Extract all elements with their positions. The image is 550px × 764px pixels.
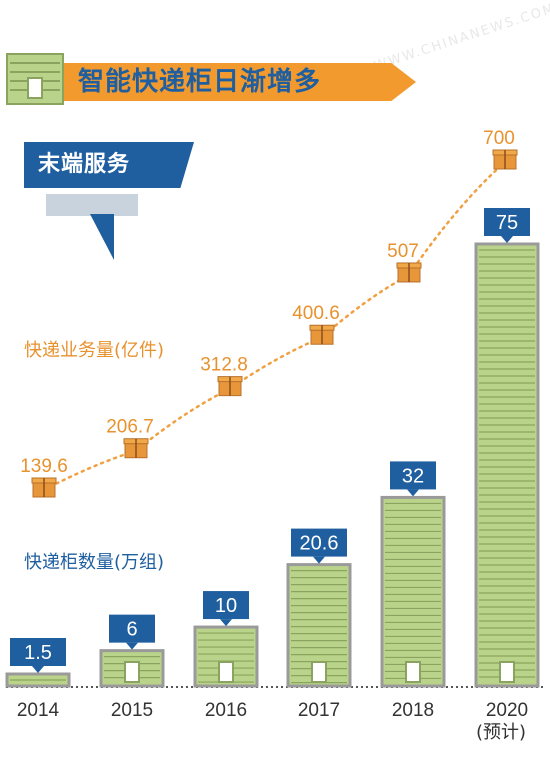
bar-label-2018: 32 [390,461,436,497]
chart-subtitle: 末端服务 [38,152,131,177]
bar-2015 [99,649,165,688]
line-value-label: 507 [387,241,419,262]
chart-title: 智能快递柜日渐增多 [78,67,322,97]
x-tick-label: 2014 [17,700,60,721]
bar-label-pointer [220,619,232,627]
line-value-label: 400.6 [292,303,340,324]
title-banner [64,63,416,101]
line-series-path [42,160,507,492]
line-point-2020: 700 [483,128,518,170]
x-tick-label: 2017 [298,700,340,721]
bar-label-2014: 1.5 [10,638,66,673]
line-point-2015: 206.7 [106,417,154,459]
bar-label-2020: 75 [484,208,530,243]
bar-label-box [203,591,249,620]
line-series-name: 快递业务量(亿件) [24,340,165,361]
line-value-label: 700 [483,128,515,149]
bar-value-label: 32 [402,465,424,487]
subtitle-flag [90,214,114,260]
bar-label-box [390,461,436,490]
bar-label-2016: 10 [203,591,249,627]
line-point-2016: 312.8 [200,355,248,397]
bar-value-label: 75 [496,212,518,234]
subtitle-shadow [46,194,138,216]
forecast-note: (预计) [476,722,527,743]
bar-label-box [484,208,530,236]
bar-door [405,661,421,683]
bar-label-pointer [126,642,138,650]
line-value-label: 312.8 [200,355,248,376]
bar-door [218,661,234,683]
bar-label-2017: 20.6 [291,528,347,564]
bar-label-box [109,614,155,643]
bar-value-label: 10 [215,595,237,617]
x-tick-label: 2015 [111,700,153,721]
bar-label-box [291,528,347,557]
bar-series-name: 快递柜数量(万组) [24,552,165,573]
bar-label-pointer [32,666,44,673]
bar-2014 [5,672,71,688]
bar-value-label: 1.5 [24,642,52,664]
x-tick-label: 2018 [392,700,434,721]
bar-2016 [193,625,259,688]
bar-2017 [286,563,352,688]
subtitle-banner [24,142,194,188]
bar-label-pointer [407,489,419,497]
bar-2020 [474,242,540,688]
bar-value-label: 20.6 [300,533,339,555]
bar-rect [474,242,540,688]
bar-value-label: 6 [126,619,137,641]
bar-label-pointer [313,556,325,564]
bar-label-2015: 6 [109,614,155,650]
bar-label-box [10,638,66,666]
bar-door [499,661,515,683]
bar-rect [380,495,446,688]
line-point-2014: 139.6 [20,456,68,498]
cabinet-icon [6,53,64,105]
line-value-label: 206.7 [106,417,154,438]
line-point-2018: 507 [387,241,422,283]
line-point-2017: 400.6 [292,303,340,345]
x-tick-label: 2020 [486,700,528,721]
x-tick-label: 2016 [205,700,247,721]
line-value-label: 139.6 [20,456,68,477]
bar-door [124,661,140,683]
bar-label-pointer [501,236,513,243]
bar-2018 [380,495,446,688]
bar-door [311,661,327,683]
